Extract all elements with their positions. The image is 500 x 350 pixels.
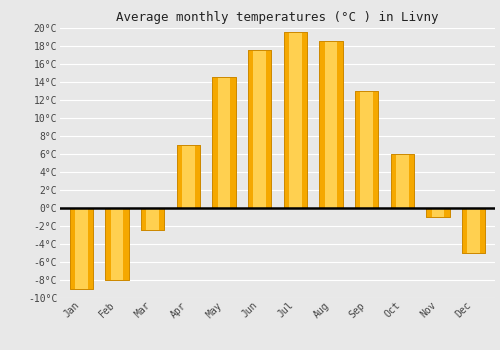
Bar (320, 42, 342, 208)
Bar (106, 208, 128, 280)
Bar (390, 154, 414, 208)
Bar (141, 208, 165, 230)
Bar (284, 33, 307, 208)
Bar (141, 208, 165, 230)
Bar (146, 208, 159, 230)
Bar (248, 50, 272, 208)
Bar (212, 77, 236, 208)
Bar (284, 33, 307, 208)
Bar (426, 208, 450, 217)
Bar (177, 145, 200, 208)
Bar (110, 208, 124, 280)
Bar (106, 208, 128, 280)
Title: Average monthly temperatures (°C ) in Livny: Average monthly temperatures (°C ) in Li… (116, 11, 439, 24)
Bar (289, 33, 302, 208)
Bar (320, 42, 342, 208)
Bar (432, 208, 444, 217)
Bar (396, 154, 408, 208)
Bar (390, 154, 414, 208)
Bar (70, 208, 93, 288)
Bar (467, 208, 480, 253)
Bar (182, 145, 194, 208)
Bar (462, 208, 485, 253)
Bar (212, 77, 236, 208)
Bar (355, 91, 378, 208)
Bar (462, 208, 485, 253)
Bar (360, 91, 373, 208)
Bar (70, 208, 93, 288)
Bar (75, 208, 88, 288)
Bar (324, 42, 338, 208)
Bar (248, 50, 272, 208)
Bar (177, 145, 200, 208)
Bar (218, 77, 230, 208)
Bar (254, 50, 266, 208)
Bar (355, 91, 378, 208)
Bar (426, 208, 450, 217)
